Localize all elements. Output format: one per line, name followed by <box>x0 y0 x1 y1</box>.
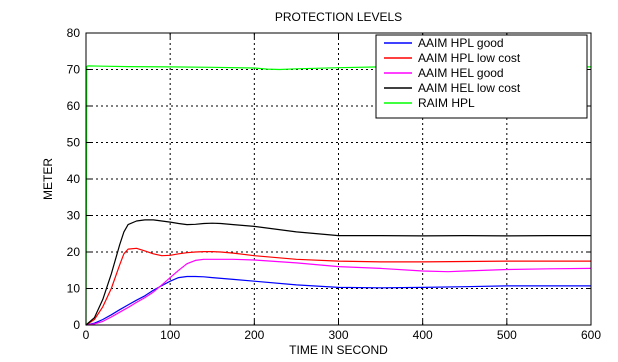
series-line-1 <box>85 247 591 326</box>
legend-entry-1: AAIM HPL low cost <box>418 51 521 65</box>
y-tick-label-1: 10 <box>67 282 81 296</box>
series-line-2 <box>85 258 592 326</box>
chart-title: PROTECTION LEVELS <box>275 10 402 24</box>
legend-box <box>375 34 588 119</box>
y-tick-label-5: 50 <box>67 136 81 150</box>
axis-ticks: 0 100 200 300 400 500 600 0 10 20 30 40 50 60 70 80 <box>67 26 602 342</box>
series-line-3 <box>85 219 591 326</box>
x-tick-label-5: 500 <box>497 328 517 342</box>
x-tick-label-1: 100 <box>160 328 180 342</box>
x-tick-label-0: 0 <box>83 328 90 342</box>
series-line-0 <box>85 275 591 326</box>
y-axis-label: METER <box>41 158 55 200</box>
x-tick-label-3: 300 <box>328 328 348 342</box>
y-tick-label-7: 70 <box>67 63 81 77</box>
legend-entry-2: AAIM HEL good <box>418 66 504 80</box>
y-tick-label-4: 40 <box>67 172 81 186</box>
y-tick-label-8: 80 <box>67 26 81 40</box>
x-tick-label-4: 400 <box>413 328 433 342</box>
x-tick-label-6: 600 <box>581 328 601 342</box>
y-tick-label-3: 30 <box>67 209 81 223</box>
y-tick-label-2: 20 <box>67 245 81 259</box>
legend-entry-0: AAIM HPL good <box>418 36 504 50</box>
y-tick-label-0: 0 <box>73 318 80 332</box>
y-tick-label-6: 60 <box>67 99 81 113</box>
x-axis-label: TIME IN SECOND <box>289 343 388 357</box>
legend-entry-4: RAIM HPL <box>418 96 475 110</box>
legend-entry-3: AAIM HEL low cost <box>418 81 521 95</box>
x-tick-label-2: 200 <box>244 328 264 342</box>
